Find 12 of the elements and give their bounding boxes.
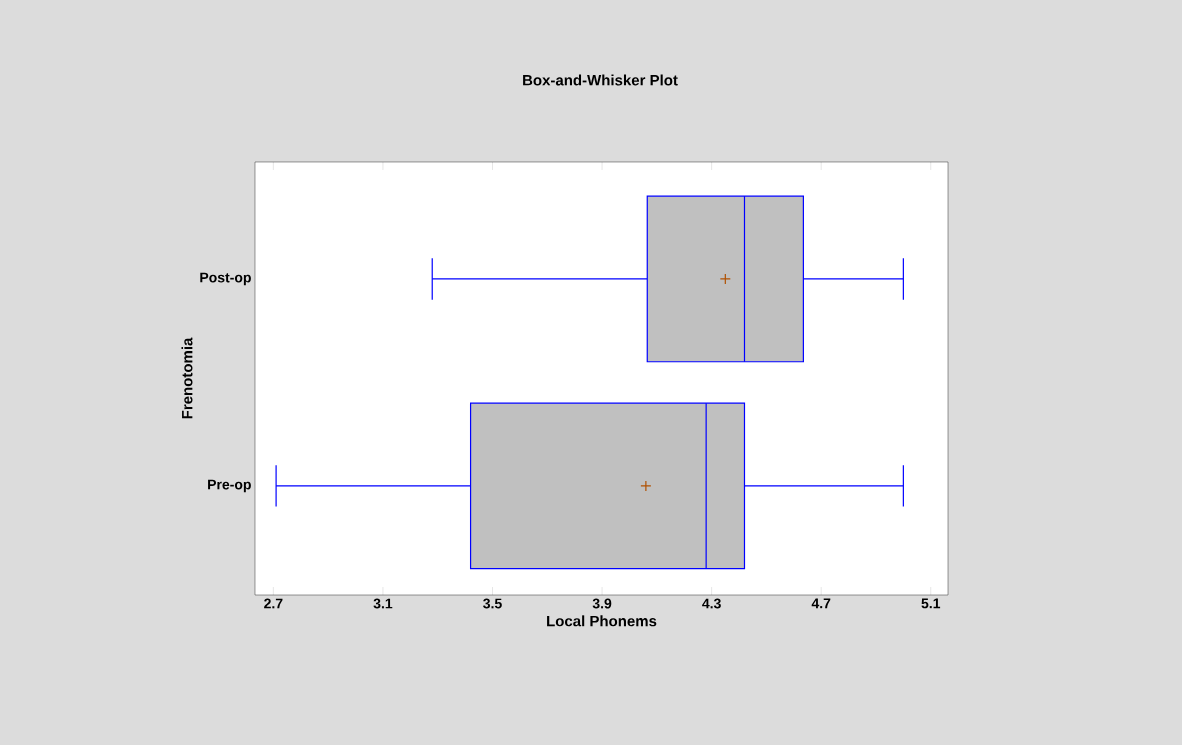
y-tick-label: Post-op bbox=[200, 272, 251, 286]
x-axis-title: Local Phonems bbox=[547, 615, 657, 627]
x-tick-label: 3.9 bbox=[592, 598, 612, 609]
x-tick-label: 4.7 bbox=[811, 598, 831, 609]
x-tick-label: 5.1 bbox=[921, 598, 941, 609]
y-tick-label: Pre-op bbox=[208, 479, 251, 493]
chart-title: Box-and-Whisker Plot bbox=[523, 74, 678, 86]
x-tick-label: 3.1 bbox=[373, 598, 393, 609]
x-tick-label: 3.5 bbox=[483, 598, 502, 609]
x-tick-label: 2.7 bbox=[264, 598, 283, 609]
y-axis-title: Frenotomia bbox=[181, 337, 193, 419]
x-tick-label: 4.3 bbox=[702, 598, 721, 609]
